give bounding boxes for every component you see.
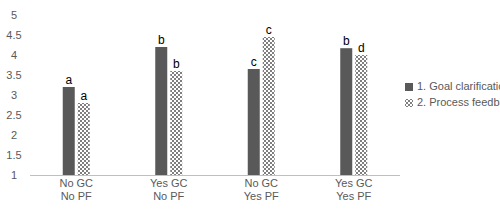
bar-annotation: b [158,33,165,47]
x-axis-line [30,175,400,176]
bar [63,87,75,175]
bar-annotation: b [173,57,180,71]
bars [63,37,368,175]
y-tick-label: 5 [11,9,17,21]
y-tick-label: 2 [11,129,17,141]
bar [355,55,367,175]
bar-annotation: c [251,55,257,69]
legend-label: 1. Goal clarification [417,80,500,92]
x-tick-label: No GCYes PF [244,177,279,202]
chart: 1 1.5 2 2.5 3 3.5 4 4.5 5 a b c b a b c d No GCNo PF Yes G… [0,0,500,212]
y-tick-label: 3 [11,89,17,101]
y-axis-line [30,15,31,175]
bar-annotation: a [65,73,72,87]
legend-label: 2. Process feedback [417,96,500,108]
legend-swatch [405,83,413,91]
bar [248,69,260,175]
legend: 1. Goal clarification 2. Process feedback [405,80,500,108]
legend-swatch [405,99,413,107]
y-tick-label: 1.5 [6,149,21,161]
y-tick-label: 3.5 [6,69,21,81]
bar-annotation: c [266,23,272,37]
y-tick-label: 4.5 [6,29,21,41]
data-annotations: a b c b a b c d [65,23,364,103]
bar [170,71,182,175]
bar [263,37,275,175]
x-tick-label: Yes GCNo PF [150,177,188,202]
y-tick-label: 1 [11,169,17,181]
bar-annotation: d [358,41,365,55]
bar [78,103,90,175]
y-tick-label: 2.5 [6,109,21,121]
x-tick-label: Yes GCYes PF [335,177,373,202]
y-tick-label: 4 [11,49,17,61]
bar [340,48,352,175]
bar-annotation: b [343,34,350,48]
x-tick-label: No GCNo PF [59,177,93,202]
bar [155,47,167,175]
bar-annotation: a [80,89,87,103]
